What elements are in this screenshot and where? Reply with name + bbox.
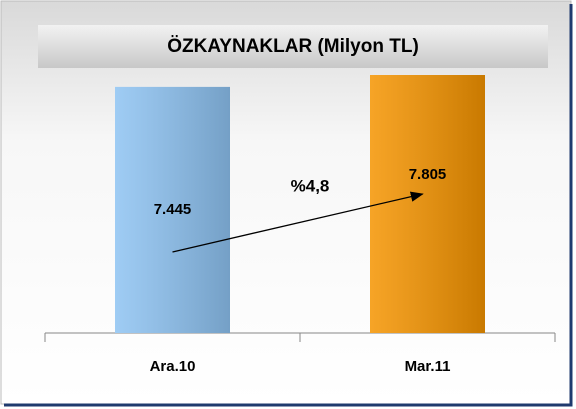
value-label: 7.805 [409, 166, 447, 183]
chart-title: ÖZKAYNAKLAR (Milyon TL) [167, 36, 419, 57]
bar-shading [115, 86, 230, 334]
x-tick-label: Mar.11 [405, 358, 451, 375]
x-tick-label: Ara.10 [150, 358, 196, 375]
trend-arrow [172, 191, 424, 253]
bar-shading [370, 75, 485, 333]
frame-shadow [4, 4, 573, 407]
title-box [38, 25, 548, 68]
annotation: %4,8 [291, 176, 330, 195]
value-label: 7.445 [154, 201, 192, 218]
